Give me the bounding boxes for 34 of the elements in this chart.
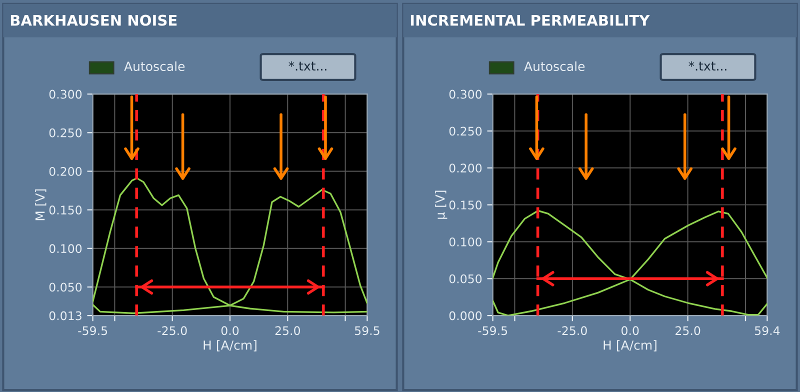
x-tick-label: -25.0 [558,326,587,336]
text: Autoscale [524,61,585,72]
y-tick-label: 0.000 [449,311,482,320]
x-tick-label: 0.0 [622,326,639,336]
x-tick-label: 59.5 [354,326,380,336]
y-tick-label: 0.100 [449,237,482,246]
x-tick-label: -59.5 [78,326,108,336]
y-tick-label: 0.013 [49,311,82,320]
x-tick-label: -25.0 [158,326,187,336]
y-tick-label: 0.250 [449,126,482,136]
y-axis-title: M [V] [35,189,46,220]
y-tick-label: 0.300 [49,90,82,99]
y-tick-label: 0.050 [49,282,82,292]
y-tick-label: 0.250 [49,128,82,138]
x-tick-label: 25.0 [676,326,700,336]
x-tick-label: 25.0 [275,326,300,336]
text: *.txt... [288,61,326,70]
chart-title: BARKHAUSEN NOISE [10,14,177,26]
y-tick-label: 0.200 [449,164,482,173]
x-tick-label: -59.5 [478,326,508,336]
text: Autoscale [124,61,185,72]
y-tick-label: 0.100 [49,244,82,254]
x-axis-title: H [A/cm] [204,340,256,352]
y-tick-label: 0.050 [449,274,482,284]
x-axis-title: H [A/cm] [604,340,656,352]
y-tick-label: 0.150 [449,200,482,210]
x-tick-label: 0.0 [221,326,239,336]
y-tick-label: 0.200 [49,166,82,176]
x-tick-label: 59.4 [754,326,780,336]
y-tick-label: 0.150 [49,206,82,214]
y-tick-label: 0.300 [449,90,482,99]
y-axis-title: μ [V] [435,190,448,219]
chart-title: INCREMENTAL PERMEABILITY [410,14,650,26]
text: *.txt... [688,61,726,70]
